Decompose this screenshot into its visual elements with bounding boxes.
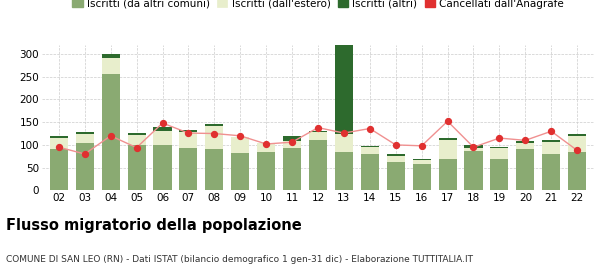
Point <box>494 136 504 140</box>
Point <box>572 148 582 153</box>
Bar <box>439 138 457 140</box>
Point <box>469 145 478 150</box>
Bar <box>464 148 482 151</box>
Bar <box>542 142 560 154</box>
Bar <box>179 148 197 190</box>
Point <box>262 142 271 146</box>
Bar <box>128 133 146 135</box>
Point <box>158 121 167 125</box>
Bar <box>568 152 586 190</box>
Bar <box>179 132 197 148</box>
Bar <box>516 141 535 143</box>
Bar <box>76 143 94 190</box>
Point <box>184 131 193 135</box>
Point <box>54 145 64 150</box>
Bar <box>128 145 146 190</box>
Bar <box>516 150 535 190</box>
Bar <box>464 145 482 148</box>
Bar <box>413 164 431 190</box>
Bar <box>490 147 508 148</box>
Bar <box>283 148 301 190</box>
Point <box>209 131 219 136</box>
Point <box>313 125 323 130</box>
Point <box>106 134 115 138</box>
Point <box>132 145 142 150</box>
Bar <box>335 31 353 134</box>
Bar <box>257 143 275 152</box>
Bar <box>361 154 379 190</box>
Bar <box>101 74 120 190</box>
Bar <box>386 162 405 190</box>
Text: Flusso migratorio della popolazione: Flusso migratorio della popolazione <box>6 218 302 234</box>
Point <box>339 131 349 135</box>
Point <box>80 152 89 156</box>
Bar <box>516 143 535 150</box>
Bar <box>386 154 405 156</box>
Point <box>287 140 297 144</box>
Bar <box>542 154 560 190</box>
Bar <box>361 146 379 147</box>
Bar <box>568 136 586 152</box>
Bar <box>335 134 353 152</box>
Point <box>365 126 374 131</box>
Bar <box>205 123 223 126</box>
Point <box>521 138 530 143</box>
Bar <box>154 131 172 145</box>
Bar <box>309 132 327 140</box>
Bar <box>568 134 586 136</box>
Bar <box>309 131 327 132</box>
Bar <box>283 141 301 148</box>
Bar <box>205 150 223 190</box>
Bar <box>76 132 94 134</box>
Text: COMUNE DI SAN LEO (RN) - Dati ISTAT (bilancio demografico 1 gen-31 dic) - Elabor: COMUNE DI SAN LEO (RN) - Dati ISTAT (bil… <box>6 255 473 264</box>
Point <box>417 144 427 148</box>
Bar <box>50 136 68 138</box>
Bar <box>154 145 172 190</box>
Point <box>235 134 245 138</box>
Bar <box>413 160 431 164</box>
Bar <box>101 59 120 74</box>
Legend: Iscritti (da altri comuni), Iscritti (dall'estero), Iscritti (altri), Cancellati: Iscritti (da altri comuni), Iscritti (da… <box>68 0 568 13</box>
Bar <box>439 158 457 190</box>
Bar <box>101 54 120 59</box>
Bar <box>283 136 301 141</box>
Bar <box>76 134 94 143</box>
Bar <box>439 140 457 158</box>
Bar <box>413 158 431 160</box>
Bar <box>257 152 275 190</box>
Bar <box>335 152 353 190</box>
Bar <box>205 126 223 150</box>
Bar <box>231 153 250 190</box>
Bar <box>386 156 405 162</box>
Bar <box>50 138 68 150</box>
Point <box>391 143 401 147</box>
Bar <box>179 130 197 132</box>
Bar <box>231 137 250 153</box>
Bar <box>490 148 508 159</box>
Bar <box>490 159 508 190</box>
Bar <box>361 147 379 154</box>
Point <box>547 129 556 134</box>
Bar <box>50 150 68 190</box>
Bar <box>309 140 327 190</box>
Bar <box>542 140 560 142</box>
Bar <box>154 127 172 131</box>
Bar <box>128 135 146 145</box>
Point <box>443 119 452 123</box>
Bar <box>464 151 482 190</box>
